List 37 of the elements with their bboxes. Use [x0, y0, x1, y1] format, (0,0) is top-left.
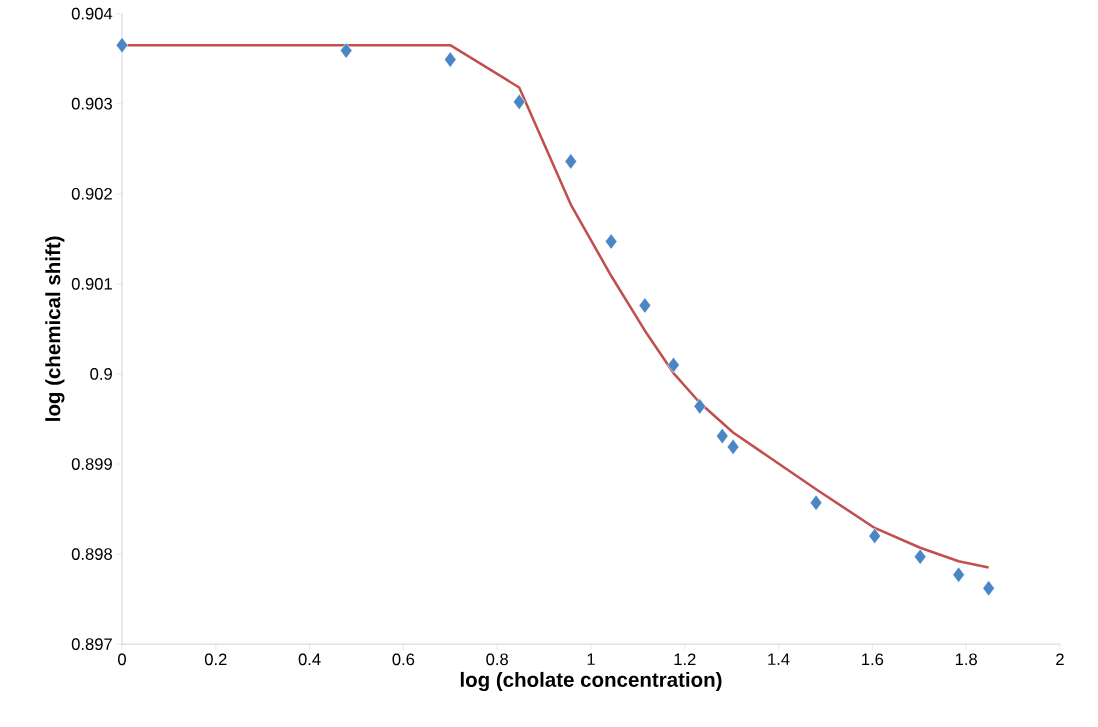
- point: [693, 398, 706, 415]
- y-axis-title: log (chemical shift): [45, 236, 65, 421]
- point: [604, 233, 618, 250]
- point: [982, 580, 995, 597]
- y-tick-label: 0.902: [71, 187, 112, 200]
- y-tick-label: 0.903: [71, 97, 112, 110]
- y-tick-label: 0.897: [71, 638, 112, 650]
- point: [716, 427, 729, 445]
- y-tick-label: 0.899: [71, 458, 112, 470]
- point: [914, 548, 927, 565]
- x-tick-label: 1.8: [955, 653, 977, 666]
- y-tick-label: 0.901: [71, 277, 112, 290]
- x-tick-label: 0.4: [298, 653, 321, 666]
- x-tick-label: 2: [1056, 653, 1064, 665]
- point: [115, 37, 129, 54]
- point: [638, 297, 652, 314]
- point: [809, 494, 823, 511]
- point: [726, 438, 740, 455]
- x-tick-label: 0.6: [392, 653, 415, 666]
- point: [340, 42, 353, 59]
- y-tick-label: 0.898: [71, 548, 112, 560]
- y-tick-label: 0.904: [71, 7, 113, 20]
- x-tick-label: 1: [587, 653, 595, 665]
- x-tick-label: 1.4: [768, 653, 790, 665]
- x-tick-label: 0.8: [486, 653, 508, 666]
- x-tick-label: 1.6: [862, 653, 884, 666]
- point: [564, 153, 577, 170]
- point: [868, 527, 881, 545]
- y-tick-label: 0.9: [90, 368, 112, 380]
- x-tick-label: 1.2: [674, 653, 696, 665]
- x-tick-label: 0.2: [204, 653, 227, 666]
- x-axis-title: log (cholate concentration): [460, 671, 722, 692]
- x-tick-label: 0: [118, 653, 126, 666]
- point: [513, 93, 526, 110]
- point: [667, 356, 680, 373]
- point: [952, 566, 965, 583]
- point: [444, 51, 457, 68]
